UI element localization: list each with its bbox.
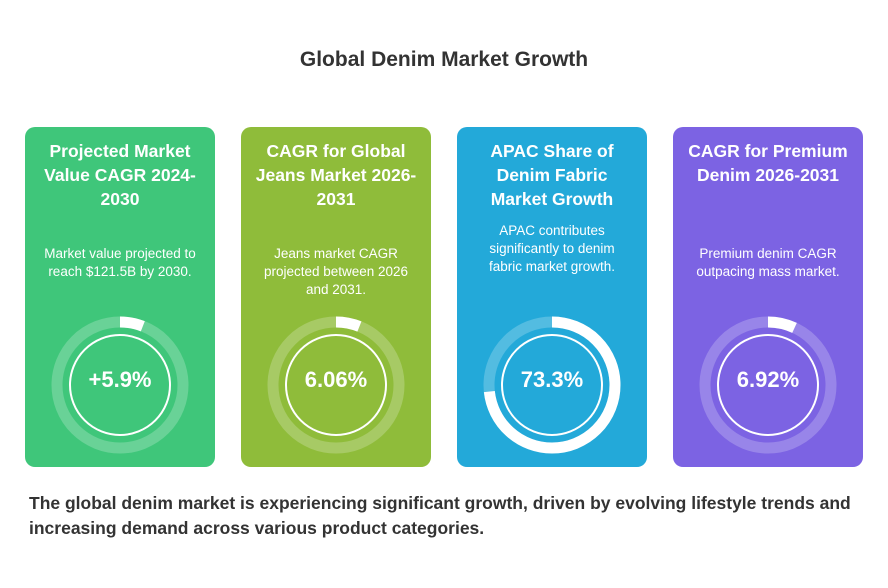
page-title: Global Denim Market Growth: [299, 48, 589, 71]
card-apac-share: APAC Share of Denim Fabric Market Growth…: [457, 127, 647, 467]
progress-ring: 6.06%: [241, 310, 431, 460]
card-title: Projected Market Value CAGR 2024-2030: [44, 141, 196, 209]
card-title: CAGR for Global Jeans Market 2026-2031: [255, 141, 417, 209]
ring-progress-arc: [483, 316, 621, 454]
ring-inner-outline: [69, 334, 171, 436]
card-title: CAGR for Premium Denim 2026-2031: [688, 141, 848, 185]
card-description: APAC contributes significantly to denim …: [488, 223, 616, 274]
progress-ring: 6.92%: [673, 310, 863, 460]
ring-inner-outline: [717, 334, 819, 436]
ring-value-label: +5.9%: [88, 367, 152, 392]
ring-value-label: 6.92%: [736, 367, 800, 392]
ring-progress-arc: [51, 316, 189, 454]
ring-value-label: 73.3%: [520, 367, 584, 392]
card-market-value: Projected Market Value CAGR 2024-2030 Ma…: [25, 127, 215, 467]
card-description: Premium denim CAGR outpacing mass market…: [696, 246, 840, 279]
ring-inner-outline: [501, 334, 603, 436]
card-description: Market value projected to reach $121.5B …: [44, 246, 196, 279]
card-jeans-cagr: CAGR for Global Jeans Market 2026-2031 J…: [241, 127, 431, 467]
progress-ring: 73.3%: [457, 310, 647, 460]
card-description: Jeans market CAGR projected between 2026…: [263, 246, 409, 297]
ring-value-label: 6.06%: [304, 367, 368, 392]
card-title: APAC Share of Denim Fabric Market Growth: [490, 141, 614, 209]
ring-progress-arc: [267, 316, 405, 454]
ring-inner-outline: [285, 334, 387, 436]
progress-ring: +5.9%: [25, 310, 215, 460]
ring-progress-arc: [699, 316, 837, 454]
card-premium-cagr: CAGR for Premium Denim 2026-2031 Premium…: [673, 127, 863, 467]
summary-text: The global denim market is experiencing …: [29, 493, 851, 538]
